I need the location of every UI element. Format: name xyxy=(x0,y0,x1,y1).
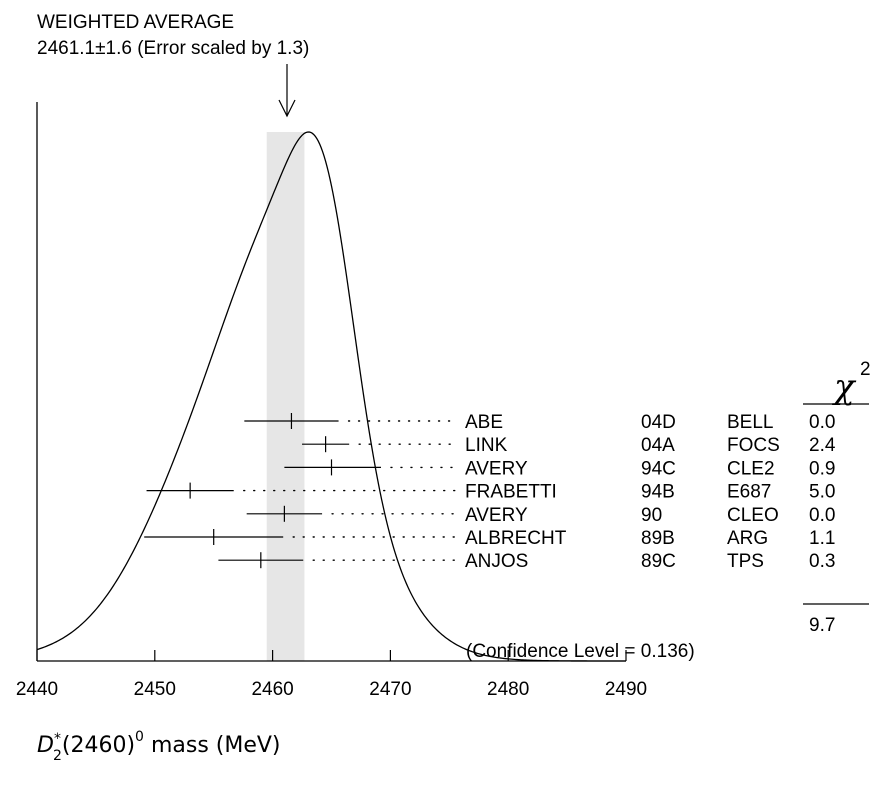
x-axis-label-superscript: * xyxy=(54,731,61,747)
reference-label: 89B xyxy=(641,528,675,549)
reference-label: 89C xyxy=(641,551,676,572)
ideogram-curve xyxy=(36,131,626,662)
x-axis-label-rest: (2460) xyxy=(62,733,135,758)
reference-label: 94B xyxy=(641,482,675,503)
x-axis-ticks: 2440 2450 2460 2470 2480 2490 xyxy=(16,650,647,700)
reference-label: 94C xyxy=(641,458,676,479)
measurements-group: ABE 04D BELL 0.0 LINK 04A FOCS 2.4 AVERY 94C CLE2 0… xyxy=(144,412,836,572)
chart-title: WEIGHTED AVERAGE xyxy=(37,12,234,33)
experiment-label: CLE2 xyxy=(727,458,775,479)
chi2-value: 0.0 xyxy=(809,412,835,433)
experiment-label: ARG xyxy=(727,528,768,549)
measurement-row: ANJOS 89C TPS 0.3 xyxy=(218,551,835,572)
x-axis-label: D* 2(2460)0 mass (MeV) xyxy=(37,729,281,764)
author-label: ALBRECHT xyxy=(465,528,567,549)
chi2-value: 0.0 xyxy=(809,505,835,526)
measurement-row: ABE 04D BELL 0.0 xyxy=(244,412,835,433)
measurement-row: LINK 04A FOCS 2.4 xyxy=(302,435,836,456)
x-tick-label: 2490 xyxy=(605,679,647,700)
chi2-header-power: 2 xyxy=(860,359,871,380)
experiment-label: TPS xyxy=(727,551,764,572)
reference-label: 90 xyxy=(641,505,662,526)
author-label: LINK xyxy=(465,435,508,456)
confidence-level: (Confidence Level = 0.136) xyxy=(466,641,695,662)
chart-subtitle: 2461.1±1.6 (Error scaled by 1.3) xyxy=(37,38,309,59)
measurement-row: FRABETTI 94B E687 5.0 xyxy=(146,482,835,503)
chi2-header: χ xyxy=(832,367,857,407)
chi2-value: 2.4 xyxy=(809,435,836,456)
author-label: AVERY xyxy=(465,505,528,526)
chi2-value: 0.9 xyxy=(809,458,835,479)
experiment-label: E687 xyxy=(727,482,771,503)
reference-label: 04A xyxy=(641,435,675,456)
x-tick-label: 2480 xyxy=(487,679,529,700)
measurement-row: AVERY 94C CLE2 0.9 xyxy=(284,458,835,479)
experiment-label: FOCS xyxy=(727,435,780,456)
experiment-label: BELL xyxy=(727,412,773,433)
weighted-average-band xyxy=(266,132,305,661)
reference-label: 04D xyxy=(641,412,676,433)
x-tick-label: 2460 xyxy=(251,679,293,700)
x-axis-label-rest-superscript: 0 xyxy=(135,729,144,745)
experiment-label: CLEO xyxy=(727,505,779,526)
chi2-value: 0.3 xyxy=(809,551,835,572)
author-label: FRABETTI xyxy=(465,482,557,503)
x-axis-label-main: D xyxy=(37,733,54,758)
x-axis-label-suffix: mass (MeV) xyxy=(144,733,281,758)
measurement-row: AVERY 90 CLEO 0.0 xyxy=(246,505,835,526)
x-tick-label: 2440 xyxy=(16,679,58,700)
author-label: ANJOS xyxy=(465,551,528,572)
x-axis-label-subscript: 2 xyxy=(53,748,62,764)
average-arrow-head xyxy=(278,99,296,118)
x-tick-label: 2450 xyxy=(134,679,176,700)
author-label: ABE xyxy=(465,412,503,433)
chi2-value: 1.1 xyxy=(809,528,835,549)
measurement-row: ALBRECHT 89B ARG 1.1 xyxy=(144,528,835,549)
chi2-value: 5.0 xyxy=(809,482,835,503)
chi2-total: 9.7 xyxy=(809,615,835,636)
x-tick-label: 2470 xyxy=(369,679,411,700)
author-label: AVERY xyxy=(465,458,528,479)
